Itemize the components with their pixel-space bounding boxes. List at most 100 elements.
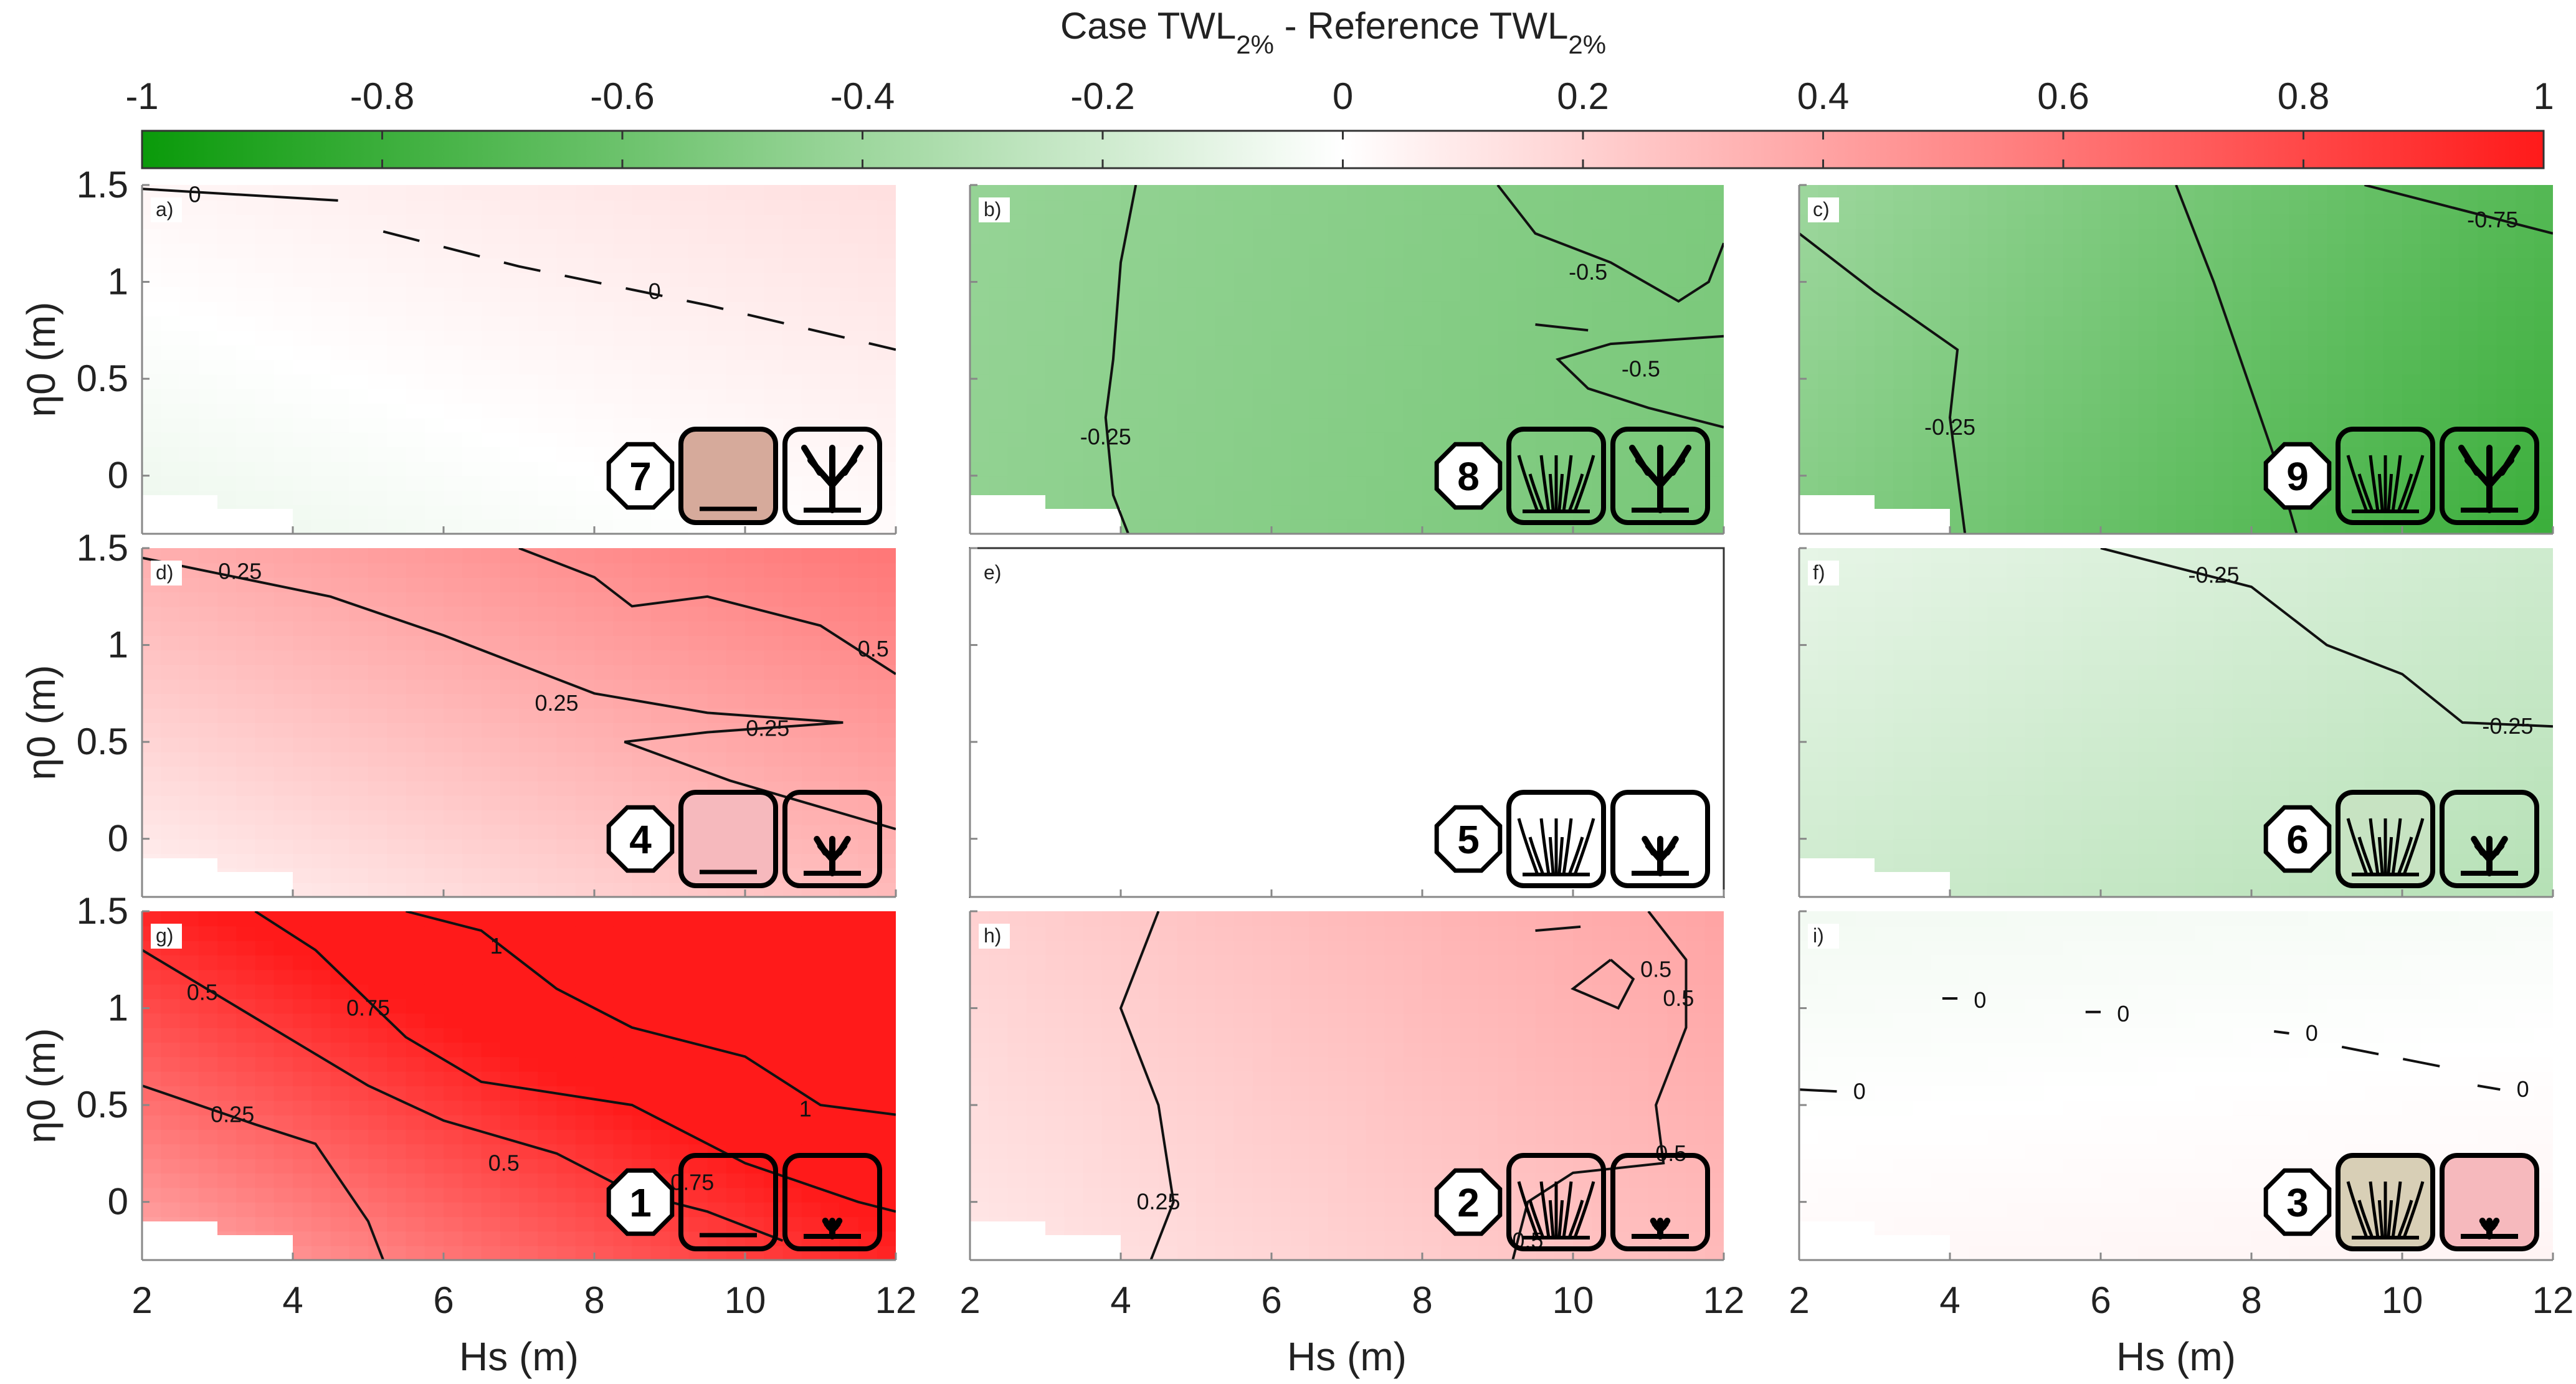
heatmap-cell: [1686, 766, 1706, 782]
heatmap-cell: [161, 403, 181, 419]
heatmap-cell: [575, 751, 595, 767]
heatmap-cell: [2251, 214, 2271, 229]
heatmap-cell: [424, 214, 444, 229]
heatmap-cell: [1592, 272, 1612, 288]
heatmap-cell: [406, 780, 425, 796]
heatmap-cell: [2534, 272, 2553, 288]
heatmap-cell: [273, 417, 293, 433]
heatmap-cell: [2534, 316, 2553, 331]
heatmap-cell: [1196, 374, 1216, 389]
heatmap-cell: [1686, 838, 1706, 854]
heatmap-cell: [1969, 388, 1989, 404]
heatmap-cell: [1535, 243, 1555, 258]
heatmap-cell: [820, 344, 840, 360]
no-data-region: [217, 509, 293, 534]
heatmap-cell: [1252, 359, 1272, 375]
heatmap-cell: [330, 287, 350, 302]
heatmap-cell: [1667, 620, 1687, 636]
heatmap-cell: [877, 737, 896, 752]
heatmap-cell: [575, 519, 595, 534]
heatmap-cell: [1064, 403, 1084, 419]
heatmap: [970, 548, 1724, 897]
heatmap-cell: [820, 664, 840, 680]
heatmap-cell: [1855, 447, 1875, 462]
heatmap-cell: [1045, 403, 1065, 419]
heatmap-cell: [1064, 359, 1084, 375]
heatmap-cell: [1573, 751, 1593, 767]
heatmap-cell: [1271, 766, 1291, 782]
heatmap-cell: [1422, 562, 1442, 578]
heatmap-cell: [575, 577, 595, 592]
heatmap-cell: [217, 824, 237, 840]
heatmap-cell: [1893, 287, 1913, 302]
heatmap-cell: [1610, 229, 1630, 244]
heatmap-cell: [726, 272, 746, 288]
heatmap-cell: [1441, 751, 1461, 767]
heatmap-cell: [556, 548, 576, 564]
heatmap-cell: [1516, 548, 1536, 564]
heatmap-cell: [1139, 620, 1159, 636]
heatmap-cell: [1083, 316, 1103, 331]
heatmap-cell: [726, 301, 746, 316]
heatmap-cell: [594, 388, 614, 404]
heatmap-cell: [575, 243, 595, 258]
heatmap-cell: [1384, 737, 1404, 752]
heatmap-cell: [1403, 810, 1423, 825]
heatmap-cell: [1950, 185, 1970, 201]
heatmap-cell: [1158, 824, 1178, 840]
heatmap-cell: [1347, 359, 1367, 375]
heatmap-cell: [1686, 708, 1706, 723]
heatmap-cell: [1101, 199, 1121, 215]
heatmap-cell: [1912, 330, 1932, 346]
heatmap-cell: [387, 490, 407, 506]
heatmap-cell: [970, 708, 990, 723]
heatmap-cell: [1893, 214, 1913, 229]
heatmap-cell: [1158, 795, 1178, 810]
heatmap-cell: [1290, 272, 1310, 288]
heatmap-cell: [632, 751, 652, 767]
heatmap-cell: [1177, 620, 1197, 636]
heatmap-cell: [387, 199, 407, 215]
heatmap-cell: [1309, 272, 1329, 288]
heatmap-cell: [2157, 185, 2177, 201]
heatmap-cell: [179, 447, 199, 462]
heatmap-cell: [1704, 723, 1724, 738]
heatmap-cell: [2440, 374, 2460, 389]
heatmap-cell: [2138, 461, 2158, 476]
heatmap-cell: [2345, 344, 2365, 360]
heatmap-cell: [1196, 635, 1216, 651]
heatmap-cell: [142, 257, 162, 273]
coral-icon: [814, 836, 851, 876]
heatmap-cell: [1366, 403, 1385, 419]
heatmap-cell: [1422, 359, 1442, 375]
heatmap-cell: [481, 519, 501, 534]
heatmap-cell: [1875, 432, 1894, 447]
heatmap-cell: [1121, 316, 1141, 331]
heatmap-cell: [2534, 185, 2553, 201]
heatmap-cell: [594, 548, 614, 564]
heatmap-cell: [820, 737, 840, 752]
heatmap-cell: [1045, 417, 1065, 433]
heatmap-cell: [1516, 301, 1536, 316]
heatmap-cell: [1478, 344, 1498, 360]
heatmap-cell: [858, 562, 878, 578]
heatmap-cell: [311, 766, 331, 782]
heatmap-cell: [632, 417, 652, 433]
heatmap-cell: [688, 751, 708, 767]
heatmap-cell: [1158, 737, 1178, 752]
heatmap-cell: [2195, 330, 2215, 346]
heatmap-cell: [1686, 388, 1706, 404]
heatmap-cell: [1101, 344, 1121, 360]
heatmap-cell: [613, 650, 633, 665]
heatmap-cell: [273, 592, 293, 607]
heatmap-cell: [839, 795, 859, 810]
heatmap-cell: [2364, 359, 2384, 375]
heatmap-cell: [462, 432, 482, 447]
heatmap-cell: [161, 780, 181, 796]
heatmap-cell: [2081, 316, 2101, 331]
heatmap-cell: [444, 272, 463, 288]
heatmap-cell: [444, 868, 463, 883]
heatmap-cell: [1139, 344, 1159, 360]
heatmap-cell: [1573, 737, 1593, 752]
heatmap-cell: [2176, 229, 2196, 244]
